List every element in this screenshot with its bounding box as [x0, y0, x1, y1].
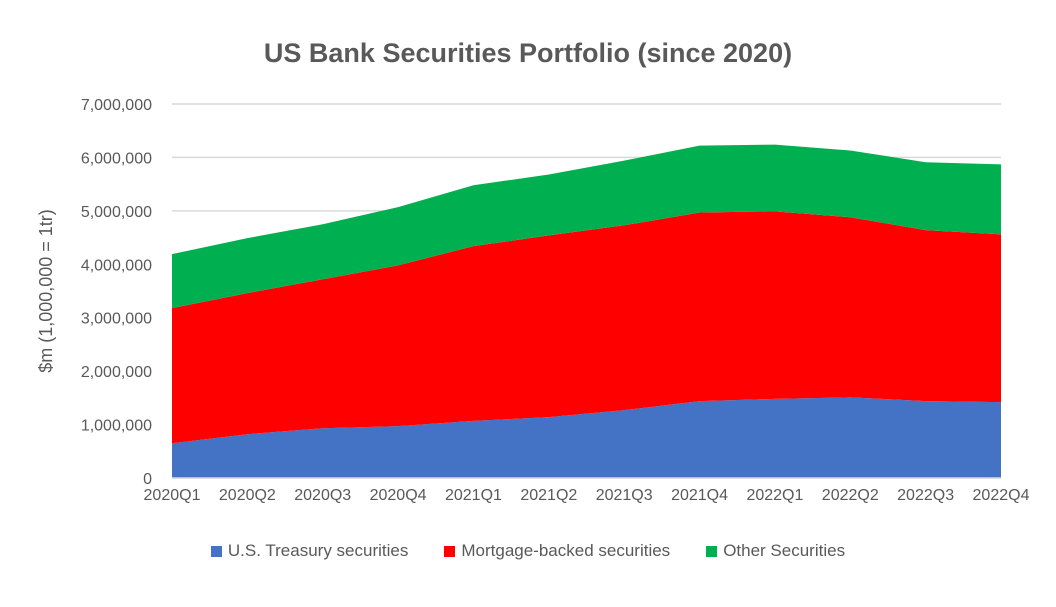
x-tick-label: 2020Q1 — [144, 487, 201, 504]
x-tick-label: 2020Q4 — [370, 487, 427, 504]
area-series-2 — [172, 144, 1001, 309]
legend-item: U.S. Treasury securities — [210, 541, 409, 561]
legend-swatch — [444, 545, 456, 557]
x-tick-label: 2020Q2 — [219, 487, 276, 504]
legend-swatch — [706, 545, 718, 557]
area-series-0 — [172, 397, 1001, 478]
y-tick-label: 5,000,000 — [81, 204, 152, 221]
x-tick-label: 2022Q2 — [822, 487, 879, 504]
x-tick-label: 2021Q2 — [520, 487, 577, 504]
area-series-1 — [172, 211, 1001, 444]
x-tick-label: 2020Q3 — [294, 487, 351, 504]
legend-item: Mortgage-backed securities — [444, 541, 670, 561]
legend-swatch — [210, 545, 222, 557]
y-tick-label: 7,000,000 — [81, 97, 152, 114]
legend-label: U.S. Treasury securities — [227, 541, 409, 560]
x-tick-label: 2021Q4 — [671, 487, 728, 504]
legend: U.S. Treasury securities Mortgage-backed … — [0, 541, 1056, 561]
x-tick-label: 2021Q1 — [445, 487, 502, 504]
y-tick-label: 1,000,000 — [81, 418, 152, 435]
y-axis-label: $m (1,000,000 = 1tr) — [36, 209, 56, 373]
chart-title: US Bank Securities Portfolio (since 2020… — [263, 38, 793, 68]
legend-label: Other Securities — [723, 541, 846, 560]
x-tick-label: 2022Q3 — [897, 487, 954, 504]
y-tick-label: 3,000,000 — [81, 311, 152, 328]
x-tick-label: 2021Q3 — [596, 487, 653, 504]
legend-label: Mortgage-backed securities — [461, 541, 671, 560]
y-tick-label: 4,000,000 — [81, 257, 152, 274]
x-tick-label: 2022Q4 — [973, 487, 1030, 504]
legend-item: Other Securities — [706, 541, 845, 561]
x-tick-label: 2022Q1 — [746, 487, 803, 504]
y-tick-label: 6,000,000 — [81, 150, 152, 167]
y-tick-label: 2,000,000 — [81, 364, 152, 381]
y-tick-label: 0 — [143, 471, 152, 488]
